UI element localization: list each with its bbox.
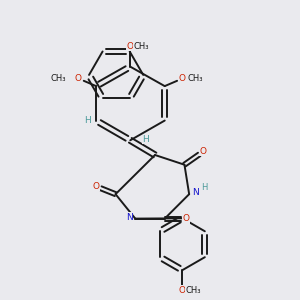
Text: O: O	[179, 74, 186, 83]
Text: N: N	[126, 213, 133, 222]
Text: H: H	[142, 135, 149, 144]
Text: H: H	[85, 116, 91, 125]
Text: H: H	[201, 183, 208, 192]
Text: CH₃: CH₃	[187, 74, 203, 83]
Text: O: O	[75, 74, 82, 83]
Text: O: O	[179, 286, 186, 295]
Text: O: O	[182, 214, 189, 223]
Text: O: O	[127, 42, 134, 51]
Text: CH₃: CH₃	[51, 74, 66, 83]
Text: O: O	[93, 182, 100, 191]
Text: CH₃: CH₃	[186, 286, 201, 295]
Text: N: N	[192, 188, 198, 197]
Text: O: O	[200, 147, 206, 156]
Text: CH₃: CH₃	[134, 42, 149, 51]
